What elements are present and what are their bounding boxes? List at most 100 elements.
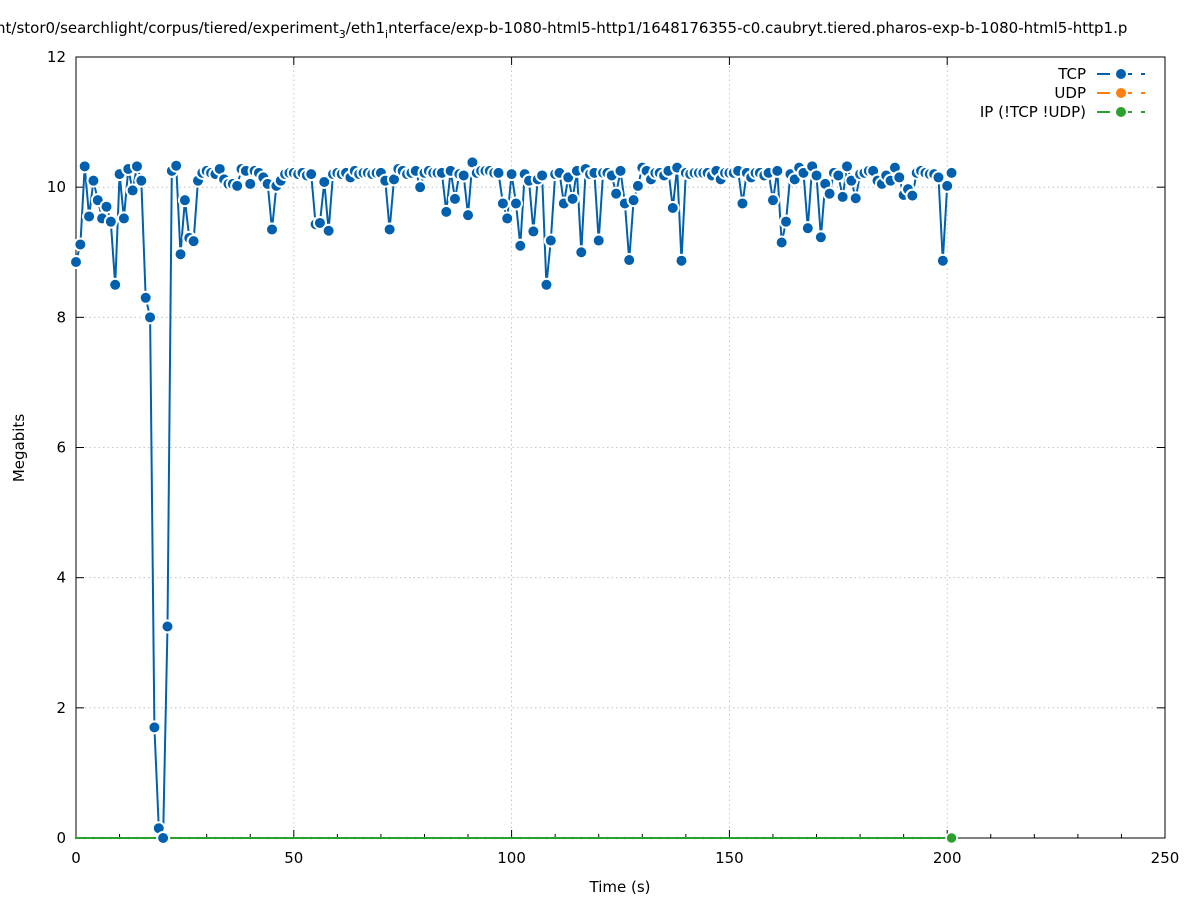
data-point — [100, 836, 104, 840]
series-layer — [69, 155, 959, 845]
data-point — [588, 836, 592, 840]
data-point — [536, 836, 539, 840]
data-point — [177, 193, 192, 208]
data-point — [893, 836, 897, 840]
data-point — [508, 196, 523, 211]
data-point — [945, 831, 958, 845]
data-point — [423, 836, 426, 840]
data-point — [504, 167, 519, 182]
data-point — [344, 836, 348, 840]
data-point — [283, 836, 287, 840]
data-point — [574, 245, 589, 260]
data-point — [170, 836, 174, 840]
x-tick-label: 100 — [497, 849, 526, 867]
data-point — [275, 836, 278, 840]
data-point — [935, 253, 950, 268]
chart-title-sub1: 3 — [339, 28, 346, 41]
x-tick-label: 50 — [284, 849, 303, 867]
data-point — [83, 836, 86, 840]
data-point — [312, 215, 327, 230]
data-point — [710, 836, 714, 840]
y-tick-label: 8 — [56, 308, 66, 326]
data-point — [321, 223, 336, 238]
data-point — [675, 836, 679, 840]
data-point — [169, 158, 184, 173]
data-point — [188, 836, 191, 840]
data-point — [867, 836, 870, 840]
data-point — [902, 836, 905, 840]
data-point — [665, 200, 680, 215]
data-point — [928, 836, 931, 840]
data-point — [103, 214, 118, 229]
data-point — [138, 290, 153, 305]
data-point — [413, 180, 428, 195]
data-point — [257, 836, 261, 840]
data-point — [526, 224, 541, 239]
data-point — [74, 836, 78, 840]
data-point — [728, 836, 731, 840]
data-point — [449, 836, 452, 840]
data-point — [405, 836, 409, 840]
data-point — [623, 836, 627, 840]
data-point — [850, 836, 853, 840]
data-point — [510, 836, 513, 840]
grid — [76, 57, 1165, 838]
data-point — [379, 836, 383, 840]
chart-title-part1: nt/stor0/searchlight/corpus/tiered/exper… — [0, 19, 339, 37]
data-point — [824, 836, 827, 840]
data-point — [461, 208, 476, 223]
data-point — [591, 233, 606, 248]
data-point — [231, 836, 235, 840]
data-point — [539, 277, 554, 292]
data-point — [693, 836, 696, 840]
data-point — [153, 836, 156, 840]
data-point — [754, 836, 757, 840]
y-tick-label: 12 — [47, 48, 66, 66]
data-point — [475, 836, 478, 840]
y-axis-label: Megabits — [10, 414, 28, 482]
data-point — [118, 836, 121, 840]
x-axis-label: Time (s) — [589, 878, 651, 896]
series-ip-tcp-udp- — [74, 831, 958, 845]
data-point — [667, 836, 670, 840]
y-tick-label: 4 — [56, 569, 66, 587]
data-point — [774, 235, 789, 250]
data-point — [622, 253, 637, 268]
data-point — [848, 191, 863, 206]
x-tick-label: 250 — [1151, 849, 1180, 867]
x-tick-label: 150 — [715, 849, 744, 867]
data-point — [388, 836, 391, 840]
data-point — [876, 836, 879, 840]
data-point — [892, 170, 907, 185]
data-point — [301, 836, 304, 840]
x-tick-label: 0 — [71, 849, 81, 867]
data-point — [265, 222, 280, 237]
data-point — [205, 836, 208, 840]
data-point — [92, 836, 95, 840]
data-point — [134, 173, 149, 188]
legend-item: TCP — [1057, 65, 1145, 83]
data-point — [439, 204, 454, 219]
data-point — [336, 836, 339, 840]
data-point — [86, 173, 101, 188]
data-point — [885, 836, 888, 840]
data-point — [82, 209, 97, 224]
data-point — [771, 836, 775, 840]
data-point — [815, 836, 818, 840]
data-point — [77, 159, 92, 174]
data-point — [911, 836, 914, 840]
data-point — [414, 836, 417, 840]
data-point — [931, 170, 946, 185]
data-point — [535, 168, 550, 183]
data-point — [543, 233, 558, 248]
chart-title-part2: /eth1 — [346, 19, 385, 37]
tick-labels: 0 50 100 150 200 250 0 2 4 6 8 10 12 — [47, 48, 1179, 867]
data-point — [702, 836, 705, 840]
data-point — [565, 191, 580, 206]
data-point — [456, 168, 471, 183]
data-point — [304, 167, 319, 182]
data-point — [632, 836, 635, 840]
data-point — [73, 237, 88, 252]
data-point — [606, 836, 609, 840]
